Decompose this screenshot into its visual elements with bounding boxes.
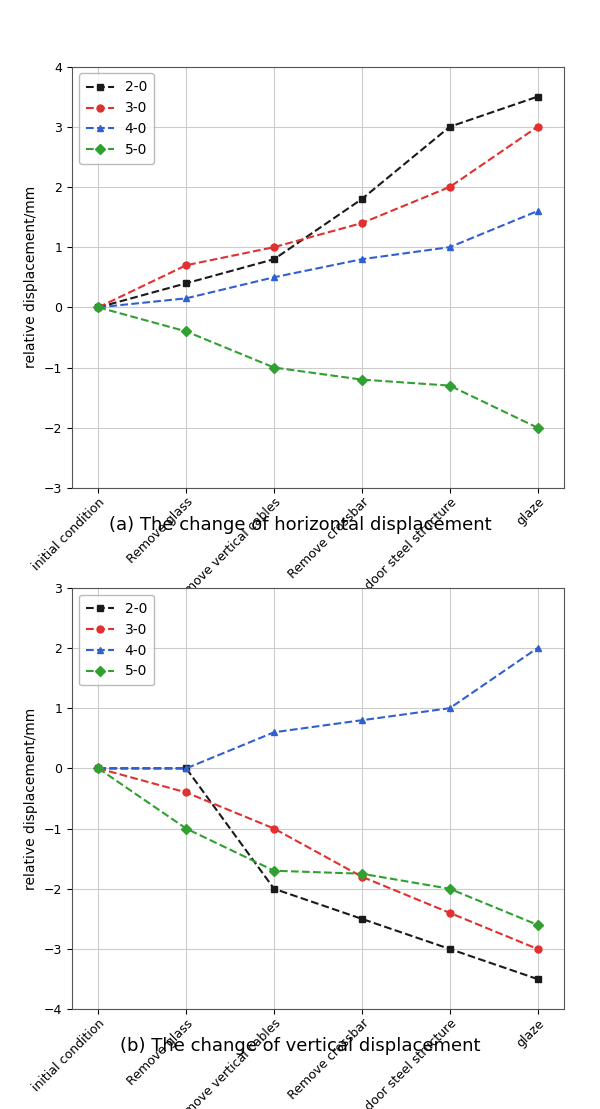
5-0 bbox=[95, 301, 102, 314]
3-0 bbox=[95, 762, 102, 775]
3-0 bbox=[534, 120, 541, 133]
2-0 bbox=[95, 301, 102, 314]
3-0 bbox=[271, 822, 278, 835]
5-0 bbox=[95, 762, 102, 775]
Line: 4-0: 4-0 bbox=[95, 644, 541, 772]
4-0 bbox=[95, 301, 102, 314]
2-0 bbox=[446, 120, 454, 133]
5-0 bbox=[271, 864, 278, 877]
Text: (a) The change of horizontal displacement: (a) The change of horizontal displacemen… bbox=[109, 516, 491, 533]
4-0 bbox=[446, 241, 454, 254]
4-0 bbox=[358, 713, 365, 726]
5-0 bbox=[271, 360, 278, 374]
Legend: 2-0, 3-0, 4-0, 5-0: 2-0, 3-0, 4-0, 5-0 bbox=[79, 594, 154, 685]
Text: (b) The change of vertical displacement: (b) The change of vertical displacement bbox=[120, 1037, 480, 1055]
2-0 bbox=[182, 762, 190, 775]
Line: 3-0: 3-0 bbox=[95, 123, 541, 311]
3-0 bbox=[95, 301, 102, 314]
2-0 bbox=[358, 192, 365, 205]
2-0 bbox=[358, 913, 365, 926]
2-0 bbox=[182, 276, 190, 289]
2-0 bbox=[271, 253, 278, 266]
Line: 5-0: 5-0 bbox=[95, 765, 541, 928]
5-0 bbox=[534, 421, 541, 435]
5-0 bbox=[534, 918, 541, 932]
4-0 bbox=[95, 762, 102, 775]
3-0 bbox=[534, 943, 541, 956]
2-0 bbox=[446, 943, 454, 956]
2-0 bbox=[271, 882, 278, 895]
Line: 4-0: 4-0 bbox=[95, 207, 541, 311]
3-0 bbox=[446, 181, 454, 194]
4-0 bbox=[271, 725, 278, 739]
4-0 bbox=[358, 253, 365, 266]
3-0 bbox=[358, 216, 365, 230]
Legend: 2-0, 3-0, 4-0, 5-0: 2-0, 3-0, 4-0, 5-0 bbox=[79, 73, 154, 164]
Line: 5-0: 5-0 bbox=[95, 304, 541, 431]
4-0 bbox=[182, 292, 190, 305]
5-0 bbox=[358, 867, 365, 881]
4-0 bbox=[534, 641, 541, 654]
3-0 bbox=[271, 241, 278, 254]
5-0 bbox=[446, 882, 454, 895]
4-0 bbox=[271, 271, 278, 284]
3-0 bbox=[182, 258, 190, 272]
Line: 2-0: 2-0 bbox=[95, 93, 541, 311]
Line: 2-0: 2-0 bbox=[95, 765, 541, 983]
Y-axis label: relative displacement/mm: relative displacement/mm bbox=[25, 708, 38, 889]
4-0 bbox=[182, 762, 190, 775]
2-0 bbox=[534, 90, 541, 103]
3-0 bbox=[446, 906, 454, 919]
3-0 bbox=[358, 871, 365, 884]
2-0 bbox=[95, 762, 102, 775]
5-0 bbox=[358, 373, 365, 386]
2-0 bbox=[534, 973, 541, 986]
5-0 bbox=[446, 379, 454, 393]
4-0 bbox=[534, 204, 541, 217]
5-0 bbox=[182, 325, 190, 338]
5-0 bbox=[182, 822, 190, 835]
4-0 bbox=[446, 702, 454, 715]
Y-axis label: relative displacement/mm: relative displacement/mm bbox=[25, 186, 38, 368]
Line: 3-0: 3-0 bbox=[95, 765, 541, 953]
3-0 bbox=[182, 786, 190, 800]
